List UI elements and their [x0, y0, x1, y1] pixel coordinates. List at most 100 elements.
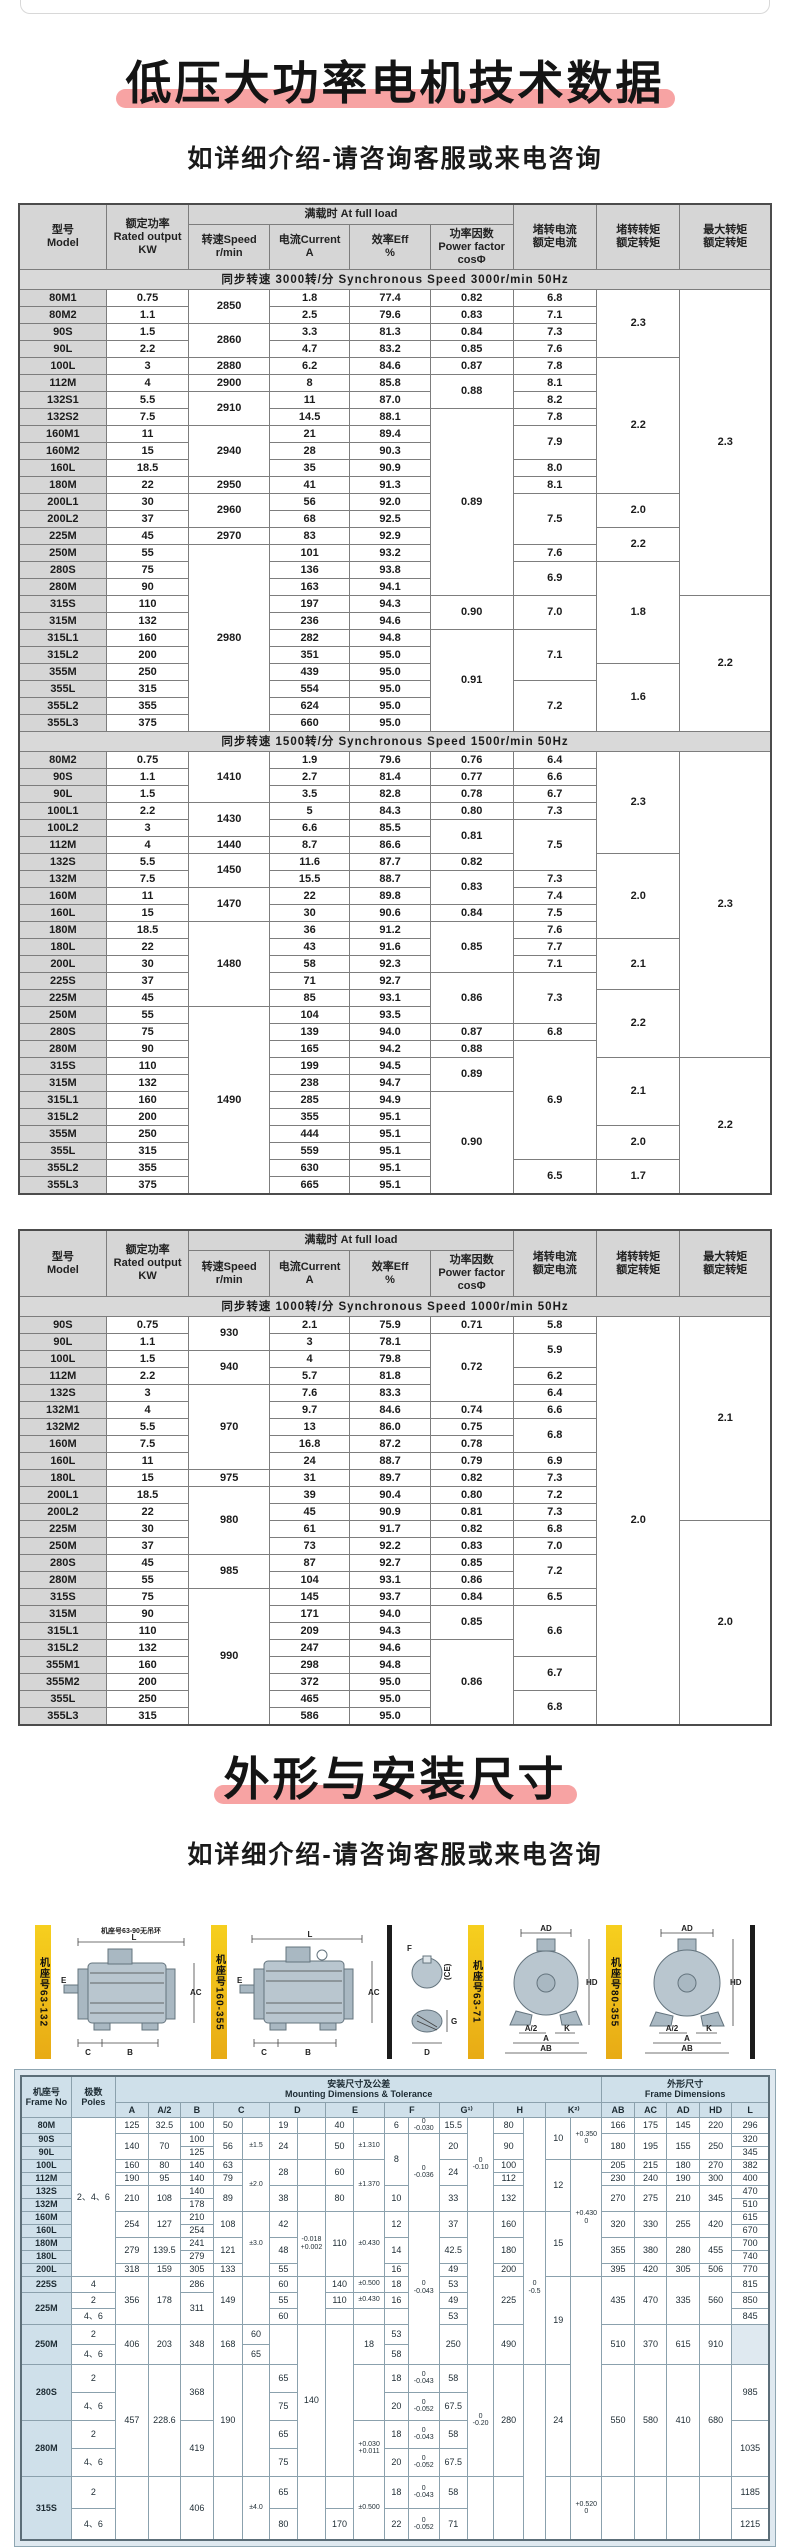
table-cell: 94.2 [349, 1040, 431, 1059]
table-cell: 45 [105, 527, 190, 546]
table-cell: 770 [731, 2262, 770, 2277]
table-cell: 238 [268, 1074, 351, 1093]
svg-text:D: D [424, 2048, 430, 2057]
table-cell: 0 -0.20 [466, 2363, 495, 2477]
table-cell: 2.5 [268, 306, 351, 325]
table-cell: 435 [601, 2275, 635, 2325]
table-cell: 740 [731, 2249, 770, 2264]
title-highlight [115, 88, 675, 108]
table-cell: 0.86 [429, 1571, 514, 1590]
table-cell: 315L2 [18, 1639, 107, 1658]
svg-text:K: K [564, 2024, 570, 2033]
table-cell: 18 [384, 2275, 409, 2293]
table-cell: 139.5 [147, 2236, 182, 2264]
table-cell: 58 [384, 2343, 409, 2365]
dimension-letter-row: A A/2 B C D E F G¹⁾ H K²⁾ AB AC AD HD L [21, 2101, 770, 2118]
table-cell: 559 [268, 1142, 351, 1161]
table-cell: 315S [18, 1588, 107, 1607]
table-cell: 7.1 [512, 955, 597, 974]
table-cell: 680 [698, 2363, 733, 2477]
table-cell [296, 2184, 326, 2212]
table-row: 280S 75 136 93.8 6.9 1.8 [18, 561, 771, 665]
table-cell: 0.86 [429, 1639, 514, 1726]
table-cell: 6.7 [512, 785, 597, 804]
table-cell: 171 [268, 1605, 351, 1624]
table-row: 250M 55 1490 104 93.5 [18, 1006, 771, 1195]
table-cell: 100 [180, 2132, 214, 2147]
section2-title-block: 外形与安装尺寸 [0, 1754, 790, 1805]
table-cell: 7.3 [512, 802, 597, 821]
table-cell: 200L1 [18, 1486, 107, 1505]
col-efficiency: 效率Eff % [349, 1250, 431, 1298]
dimension-letter: B [180, 2101, 214, 2118]
table-row: 4、6 60 53 845 [21, 2307, 770, 2325]
table-cell: 112M [18, 1367, 107, 1386]
page-title: 低压大功率电机技术数据 [115, 58, 675, 109]
table-cell: 95.1 [349, 1142, 431, 1161]
table-cell: 1.8 [595, 561, 681, 665]
table-cell: 190 [666, 2171, 700, 2186]
table-row: 315S 2 406 ±4.0 65 ±0.500 18 0 -0.043 58 +0.520 0 11… [20, 2475, 770, 2541]
col-power-factor: 功率因数 Power factor cosΦ [429, 1250, 514, 1298]
table-cell: 7.8 [512, 357, 597, 376]
table-cell: 125 [115, 2116, 149, 2134]
table-row: 180L 22 43 91.6 7.7 2.1 [18, 938, 771, 991]
table-cell: 2.0 [679, 1520, 772, 1726]
table-cell [698, 2475, 733, 2541]
table-cell: 200L2 [18, 510, 107, 529]
table-cell: 112M [18, 374, 107, 393]
table-cell: 0.85 [429, 1605, 514, 1641]
table-cell: 91.7 [349, 1520, 431, 1539]
table-cell: 19 [268, 2116, 298, 2134]
table-cell: 160M1 [18, 425, 107, 444]
table-cell: 439 [268, 663, 351, 682]
table-cell: 815 [731, 2275, 770, 2293]
svg-text:HD: HD [586, 1978, 598, 1987]
table-cell: 7.3 [512, 1469, 597, 1488]
table-cell: 375 [105, 1176, 190, 1195]
table-cell: 18.5 [105, 921, 190, 940]
table-cell: 200 [105, 646, 190, 665]
table-cell: 14 [384, 2236, 409, 2264]
table-cell: 15 [545, 2210, 572, 2277]
table-row: 同步转速 1500转/分 Synchronous Speed 1500r/min… [18, 731, 772, 753]
table-cell [666, 2475, 700, 2541]
table-cell: 0.80 [429, 1486, 514, 1505]
table-cell: 140 [180, 2158, 214, 2173]
table-cell: 6.4 [512, 1384, 597, 1403]
table-cell: 250M [20, 2323, 72, 2365]
table-cell: 94.8 [349, 1656, 431, 1675]
table-cell: 11 [105, 1452, 190, 1471]
table-cell: 5.9 [512, 1333, 597, 1369]
table-cell: 91.2 [349, 921, 431, 940]
table-cell: 37 [105, 510, 190, 529]
table-cell: 210 [180, 2210, 214, 2225]
table-cell: 7.9 [512, 425, 597, 461]
table-cell: 382 [731, 2158, 770, 2173]
table-cell: 315S [20, 2475, 72, 2541]
table-cell: 108 [147, 2184, 182, 2212]
table-cell: 90.9 [349, 459, 431, 478]
table-cell: 45 [268, 1503, 351, 1522]
table-cell: 400 [731, 2171, 770, 2186]
table-cell: 6.6 [512, 1605, 597, 1658]
col-rated-output: 额定功率 Rated output KW [105, 1229, 190, 1298]
table-cell: 270 [698, 2158, 733, 2173]
table-cell: 280 [666, 2236, 700, 2264]
table-cell: 86.0 [349, 1418, 431, 1437]
table-row: 200L1 18.5 980 39 90.4 0.80 7.2 [18, 1486, 771, 1556]
table-cell: 250 [105, 663, 190, 682]
table-cell: 4、6 [70, 2343, 117, 2365]
table-cell: 91.3 [349, 476, 431, 495]
table-cell: 280M [18, 578, 107, 597]
table-cell: 0.83 [429, 1537, 514, 1556]
table-cell: 311 [180, 2291, 214, 2325]
table-cell: 180 [666, 2158, 700, 2173]
table-cell: 65 [242, 2343, 270, 2365]
svg-text:C: C [85, 2048, 91, 2057]
table-cell: 7.1 [512, 306, 597, 325]
table-cell: 215 [633, 2158, 668, 2173]
table-cell: 104 [268, 1571, 351, 1590]
table-cell: +0.430 0 [570, 2158, 603, 2277]
table-cell: 112 [493, 2171, 524, 2186]
